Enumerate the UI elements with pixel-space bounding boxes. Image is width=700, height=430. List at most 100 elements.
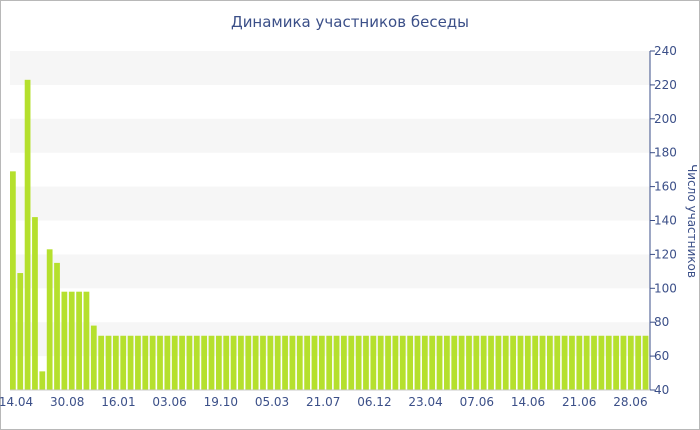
bar [385, 335, 391, 390]
bar [83, 291, 90, 390]
bar [377, 335, 384, 390]
bar [230, 335, 237, 390]
bar [370, 335, 377, 390]
bar [238, 335, 244, 390]
bar [208, 335, 215, 390]
bar [421, 335, 428, 390]
bar [510, 335, 516, 390]
bar [171, 335, 178, 390]
bar [201, 335, 208, 390]
bar [488, 335, 494, 390]
bar [495, 335, 502, 390]
bar [157, 335, 163, 390]
y-tick-label: 220 [654, 78, 677, 92]
bar [61, 291, 68, 390]
bar [348, 335, 355, 390]
bar [627, 335, 634, 390]
bar [142, 335, 149, 390]
x-tick-label: 14.06 [511, 395, 545, 409]
bar [54, 262, 60, 391]
x-tick-label: 07.06 [460, 395, 494, 409]
x-tick-label: 23.04 [408, 395, 442, 409]
x-tick-label: 16.01 [101, 395, 135, 409]
x-tick-label: 21.06 [562, 395, 596, 409]
bar [635, 335, 642, 390]
bar [613, 335, 619, 390]
grid-bands [10, 51, 650, 357]
bar [355, 335, 362, 390]
bar [46, 249, 53, 390]
bar [524, 335, 531, 390]
bar [414, 335, 421, 390]
x-tick-label: 30.08 [50, 395, 84, 409]
bar [127, 335, 134, 390]
grid-band [10, 51, 650, 85]
bar [296, 335, 303, 390]
bar [68, 291, 75, 390]
bar [547, 335, 553, 390]
y-tick-label: 200 [654, 112, 677, 126]
y-axis-label: Число участников [685, 164, 699, 278]
y-tick-label: 80 [654, 315, 669, 329]
bar [120, 335, 127, 390]
bar [304, 335, 311, 390]
bar [554, 335, 561, 390]
y-tick-label: 160 [654, 180, 677, 194]
bar [252, 335, 259, 390]
bar [341, 335, 347, 390]
bar [260, 335, 266, 390]
bar [149, 335, 156, 390]
x-tick-label: 14.04 [0, 395, 33, 409]
bar [326, 335, 333, 390]
bar [569, 335, 575, 390]
y-tick-label: 180 [654, 146, 677, 160]
bar [561, 335, 568, 390]
grid-band [10, 118, 650, 153]
bar [267, 335, 274, 390]
chart-title: Динамика участников беседы [230, 13, 470, 31]
bar [539, 335, 546, 390]
bar [517, 335, 524, 390]
bar [451, 335, 458, 390]
x-tick-label: 03.06 [152, 395, 186, 409]
bar [76, 291, 82, 390]
bar [363, 335, 369, 390]
y-tick-label: 100 [654, 281, 677, 295]
bar [620, 335, 627, 390]
bar [480, 335, 487, 390]
bar [466, 335, 472, 390]
bar [392, 335, 399, 390]
x-tick-label: 19.10 [204, 395, 238, 409]
bars [10, 79, 649, 391]
bar [429, 335, 436, 390]
y-tick-label: 140 [654, 214, 677, 228]
bar [502, 335, 509, 390]
bar [444, 335, 450, 390]
grid-band [10, 254, 650, 289]
bar [473, 335, 480, 390]
x-tick-label: 05.03 [255, 395, 289, 409]
bar [10, 171, 16, 390]
bar [245, 335, 252, 390]
bar [642, 335, 649, 390]
bar [98, 335, 105, 390]
x-axis: 14.04 30.08 16.01 03.06 19.10 05.03 21.07 06.12… [0, 389, 650, 409]
bar [186, 335, 193, 390]
y-tick-label: 40 [654, 383, 669, 397]
bar [24, 79, 31, 390]
bar [436, 335, 443, 390]
bar [458, 335, 465, 390]
bar [407, 335, 413, 390]
y-tick-label: 60 [654, 349, 669, 363]
bar [39, 371, 46, 390]
bar [598, 335, 605, 390]
bar [576, 335, 583, 390]
bar [90, 325, 97, 390]
y-tick-label: 240 [654, 44, 677, 58]
bar [289, 335, 296, 390]
bar [179, 335, 185, 390]
bar [164, 335, 171, 390]
bar [215, 335, 222, 390]
y-tick-label: 120 [654, 247, 677, 261]
